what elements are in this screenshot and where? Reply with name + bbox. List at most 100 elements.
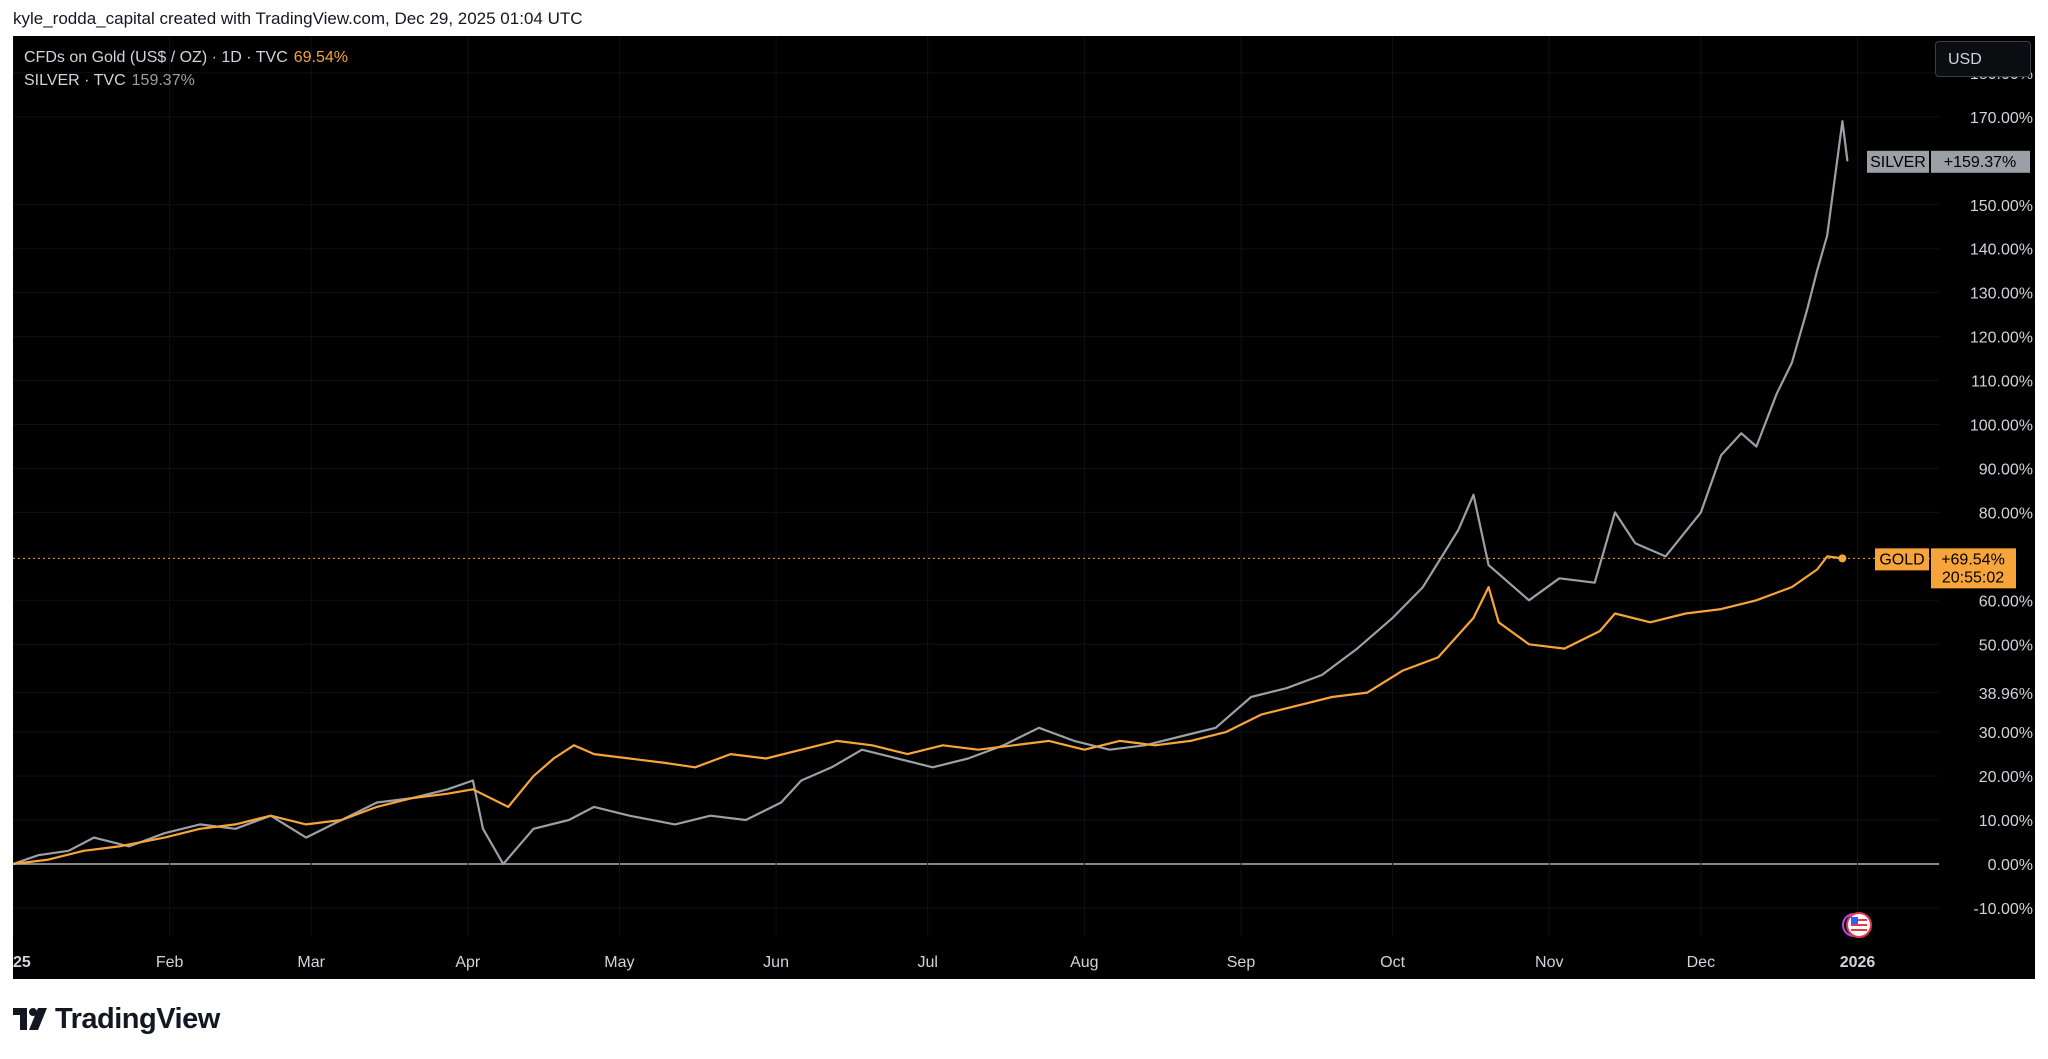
data-point-silver — [234, 828, 237, 830]
data-point-silver — [37, 854, 40, 857]
data-point-silver — [967, 757, 969, 760]
data-point-gold — [1528, 643, 1530, 646]
data-point-gold — [269, 814, 272, 817]
data-point-silver — [199, 823, 201, 826]
data-point-silver — [1250, 696, 1252, 698]
data-point-gold — [507, 806, 510, 808]
y-tick-label: 120.00% — [1970, 330, 2033, 347]
x-tick-label: Jun — [763, 954, 789, 971]
series-line-gold[interactable] — [13, 555, 1843, 866]
data-point-silver — [1108, 748, 1111, 751]
data-point-silver — [502, 863, 504, 865]
gold-last-price-dot — [1838, 554, 1847, 563]
data-point-silver — [1775, 392, 1778, 395]
data-point-silver — [305, 836, 307, 839]
tradingview-logo[interactable]: TradingView — [13, 1002, 220, 1036]
data-point-silver — [674, 823, 676, 826]
data-point-silver — [1816, 269, 1818, 272]
legend-gold[interactable]: CFDs on Gold (US$ / OZ) · 1D · TVC 69.54% — [24, 46, 348, 69]
data-point-silver — [593, 806, 595, 808]
data-point-silver — [1558, 577, 1561, 580]
data-point-gold — [942, 744, 944, 747]
data-point-gold — [906, 753, 909, 755]
data-point-gold — [593, 753, 595, 755]
legend-silver[interactable]: SILVER · TVC 159.37% — [24, 69, 348, 92]
data-point-silver — [931, 766, 934, 769]
data-point-silver — [800, 779, 803, 782]
data-point-gold — [1083, 748, 1086, 751]
data-point-gold — [552, 757, 555, 760]
y-tick-label: 50.00% — [1979, 637, 2033, 654]
data-point-silver — [896, 757, 899, 760]
economic-events-icon[interactable] — [1842, 912, 1872, 938]
data-point-gold — [800, 748, 803, 751]
data-point-gold — [1791, 586, 1793, 588]
y-tick-label: 150.00% — [1970, 198, 2033, 215]
data-point-gold — [163, 836, 166, 839]
data-point-gold — [1684, 612, 1687, 615]
series-line-silver[interactable] — [13, 120, 1849, 866]
silver-name-tag-text: SILVER — [1870, 154, 1926, 171]
x-tick-label: Dec — [1687, 954, 1715, 971]
data-point-silver — [861, 748, 863, 751]
chart-caption: kyle_rodda_capital created with TradingV… — [13, 9, 583, 28]
data-point-silver — [1073, 740, 1076, 742]
data-point-gold — [118, 845, 120, 848]
data-point-gold — [1614, 612, 1616, 615]
y-tick-label: 20.00% — [1979, 769, 2033, 786]
y-tick-label: 130.00% — [1970, 286, 2033, 303]
y-tick-label: -10.00% — [1973, 901, 2033, 918]
data-point-gold — [1598, 630, 1601, 632]
data-point-silver — [1321, 674, 1323, 676]
data-point-silver — [1846, 160, 1849, 162]
data-point-silver — [1422, 586, 1424, 588]
data-point-gold — [1331, 696, 1333, 698]
data-point-silver — [472, 779, 474, 782]
data-point-gold — [1260, 713, 1263, 716]
data-point-silver — [1720, 454, 1722, 457]
y-tick-label: 140.00% — [1970, 242, 2033, 259]
data-point-silver — [1508, 581, 1510, 584]
data-point-silver — [1841, 120, 1844, 123]
data-point-gold — [1563, 647, 1566, 650]
data-point-silver — [482, 828, 484, 830]
data-point-silver — [532, 828, 535, 830]
y-tick-label: 10.00% — [1979, 813, 2033, 830]
y-tick-label: 60.00% — [1979, 593, 2033, 610]
gold-name-tag — [1875, 548, 1929, 571]
data-point-gold — [199, 828, 201, 830]
data-point-silver — [1356, 647, 1359, 650]
data-point-silver — [446, 788, 449, 791]
chart-panel[interactable]: -10.00% 0.00% 10.00% 20.00% 30.00% 38.96% 50.0… — [13, 36, 2035, 979]
data-point-silver — [1285, 687, 1288, 689]
y-tick-label: 110.00% — [1971, 374, 2033, 391]
data-point-gold — [977, 748, 980, 751]
data-point-gold — [472, 788, 474, 791]
data-point-silver — [1528, 599, 1530, 602]
gold-countdown-text: 20:55:02 — [1942, 569, 2004, 586]
x-tick-label: Oct — [1380, 954, 1405, 971]
data-point-gold — [1189, 740, 1192, 742]
y-tick-label: 80.00% — [1979, 505, 2033, 522]
data-point-gold — [1295, 704, 1298, 707]
data-point-silver — [1791, 362, 1793, 364]
data-point-gold — [82, 850, 85, 852]
data-point-gold — [1012, 744, 1015, 747]
x-tick-label: Aug — [1070, 954, 1098, 971]
data-point-gold — [47, 858, 50, 861]
data-point-gold — [573, 744, 575, 747]
data-point-silver — [1826, 234, 1828, 237]
y-tick-label: 170.00% — [1970, 110, 2033, 127]
data-point-silver — [1038, 726, 1040, 729]
chart-canvas[interactable]: -10.00% 0.00% 10.00% 20.00% 30.00% 38.96% 50.0… — [13, 36, 2035, 979]
x-tick-label: Mar — [297, 954, 325, 971]
data-point-gold — [1366, 691, 1369, 694]
data-point-gold — [234, 823, 237, 826]
data-point-silver — [780, 801, 782, 804]
currency-button[interactable]: USD — [1935, 41, 2031, 77]
brand-name: TradingView — [55, 1002, 220, 1035]
silver-value-tag — [1931, 150, 2030, 173]
data-point-silver — [1179, 735, 1182, 738]
x-tick-label: Nov — [1535, 954, 1563, 971]
data-point-gold — [628, 757, 631, 760]
